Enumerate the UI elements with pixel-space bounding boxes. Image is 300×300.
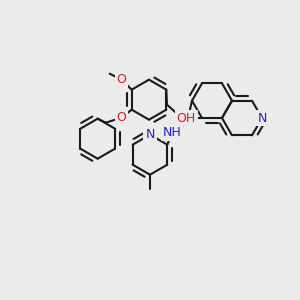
Text: O: O <box>117 73 127 86</box>
Text: OH: OH <box>176 112 196 124</box>
Text: N: N <box>145 128 155 141</box>
Text: NH: NH <box>163 126 182 139</box>
Text: N: N <box>257 112 267 124</box>
Text: O: O <box>117 111 127 124</box>
